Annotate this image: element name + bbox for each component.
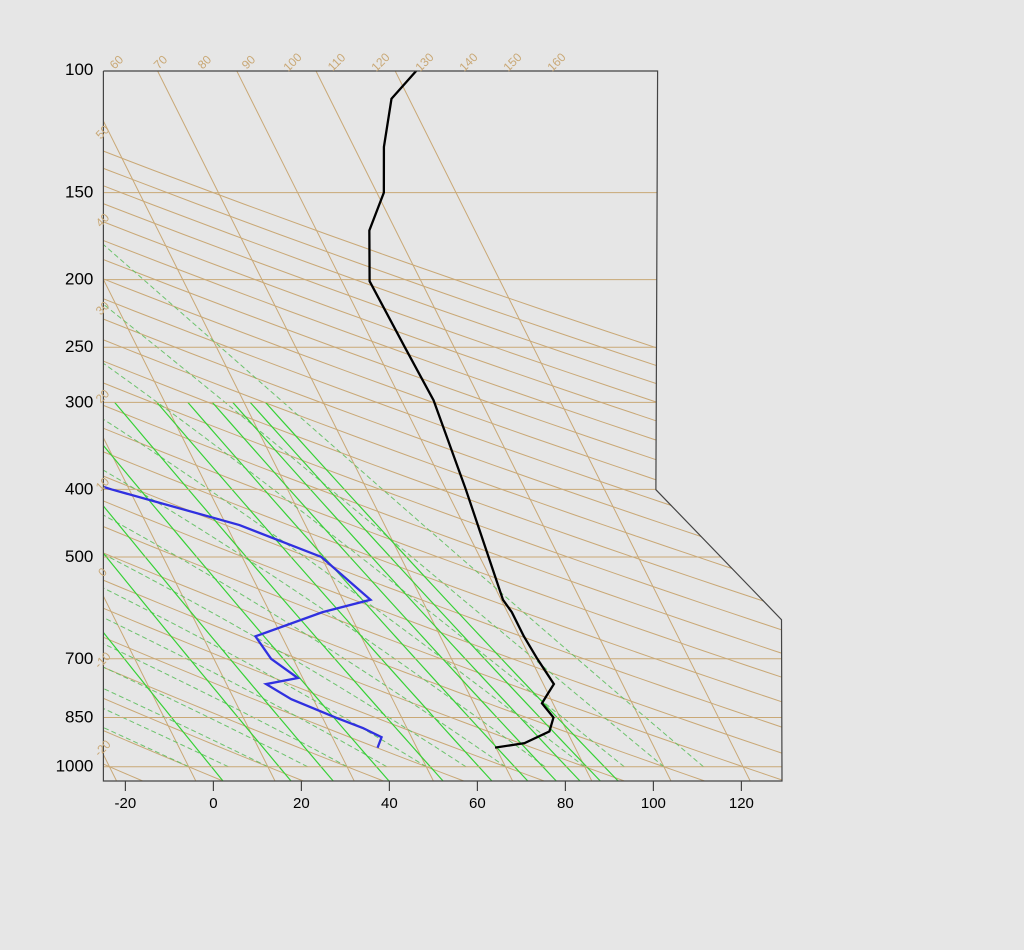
svg-text:80: 80 xyxy=(195,52,215,72)
svg-text:60: 60 xyxy=(469,795,486,812)
svg-text:90: 90 xyxy=(239,52,259,72)
svg-text:200: 200 xyxy=(65,270,93,289)
svg-text:250: 250 xyxy=(65,337,93,356)
svg-text:120: 120 xyxy=(729,795,754,812)
svg-text:80: 80 xyxy=(557,795,574,812)
svg-text:70: 70 xyxy=(151,52,171,72)
svg-text:850: 850 xyxy=(65,708,93,727)
svg-text:0: 0 xyxy=(209,795,217,812)
svg-text:700: 700 xyxy=(65,649,93,668)
svg-text:400: 400 xyxy=(65,479,93,498)
svg-text:150: 150 xyxy=(65,183,93,202)
svg-text:40: 40 xyxy=(381,795,398,812)
svg-text:300: 300 xyxy=(65,392,93,411)
svg-text:1000: 1000 xyxy=(56,757,94,776)
svg-text:100: 100 xyxy=(65,60,93,79)
svg-text:500: 500 xyxy=(65,547,93,566)
svg-text:-20: -20 xyxy=(115,795,137,812)
svg-text:60: 60 xyxy=(107,52,127,72)
svg-text:20: 20 xyxy=(293,795,310,812)
svg-text:100: 100 xyxy=(641,795,666,812)
svg-text:110: 110 xyxy=(325,50,349,74)
